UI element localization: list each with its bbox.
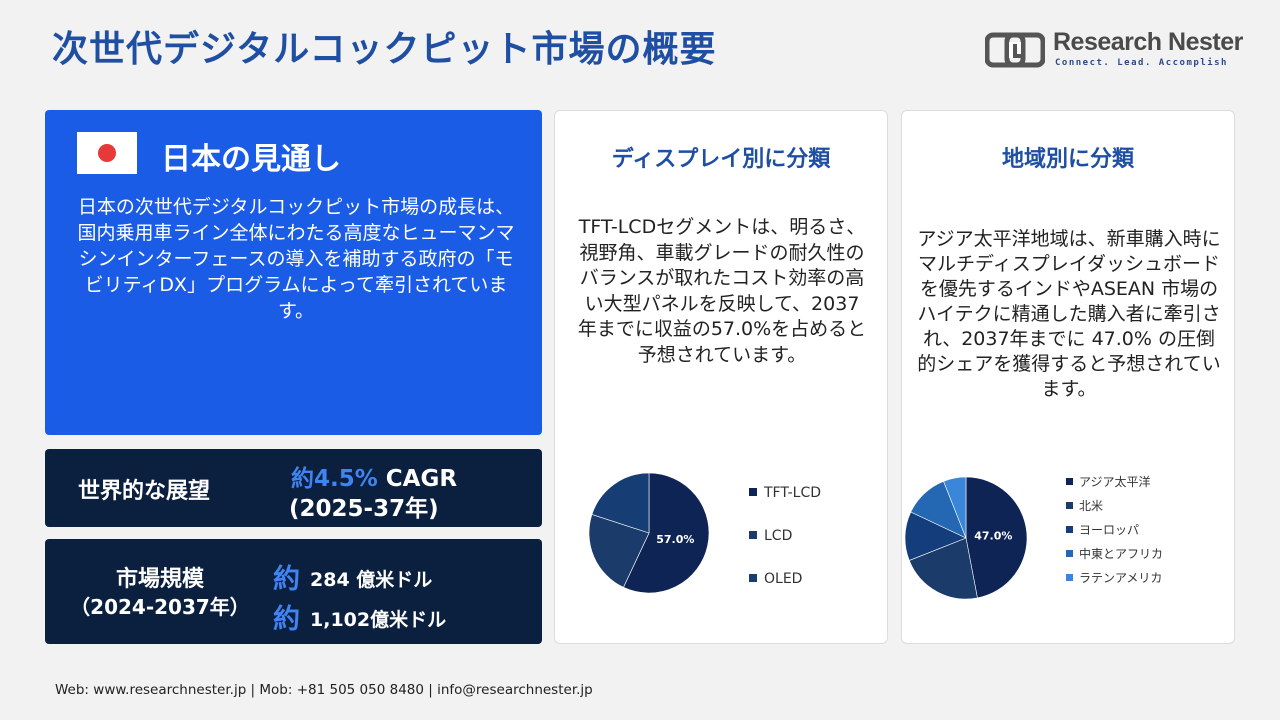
market-size-2037: 約 1,102億米ドル — [273, 597, 446, 636]
legend-label: 中東とアフリカ — [1079, 547, 1164, 561]
legend-swatch — [1066, 526, 1073, 533]
legend-swatch — [749, 531, 757, 539]
legend-item: 中東とアフリカ — [1066, 545, 1163, 562]
legend-swatch — [1066, 550, 1073, 557]
market-size-period: （2024-2037年） — [70, 595, 250, 619]
cagr-period: (2025-37年) — [289, 496, 439, 522]
logo-name: Research Nester — [1053, 28, 1243, 56]
cagr-rate: 4.5% — [314, 466, 378, 492]
legend-swatch — [1066, 502, 1073, 509]
footer-contact: Web: www.researchnester.jp | Mob: +81 50… — [55, 682, 593, 698]
logo-mark-icon — [985, 32, 1045, 68]
global-outlook-panel: 世界的な展望 約4.5% CAGR (2025-37年) — [45, 449, 542, 527]
pie-slice-1 — [589, 514, 650, 588]
japan-outlook-panel: 日本の見通し 日本の次世代デジタルコックピット市場の成長は、国内乗用車ライン全体… — [45, 110, 542, 435]
legend-swatch — [1066, 478, 1073, 485]
legend-item: ラテンアメリカ — [1066, 569, 1162, 586]
display-segment-heading: ディスプレイ別に分類 — [611, 147, 831, 172]
approx-prefix: 約 — [273, 604, 300, 635]
page-title: 次世代デジタルコックピット市場の概要 — [52, 29, 717, 70]
logo-tagline: Connect. Lead. Accomplish — [1055, 58, 1228, 68]
pie-slice-0 — [623, 473, 709, 593]
legend-swatch — [749, 488, 757, 496]
display-pie-chart: 57.0% — [589, 473, 709, 593]
market-size-label: 市場規模 — [115, 567, 204, 592]
region-pie-chart: 47.0% — [905, 477, 1027, 599]
legend-item: 北米 — [1066, 497, 1103, 514]
pie-slice-0 — [965, 477, 1027, 599]
market-size-panel: 市場規模 （2024-2037年） 約 284 億米ドル 約 1,102億米ドル — [45, 539, 542, 644]
legend-label: OLED — [764, 571, 803, 587]
pie-slice-4 — [943, 477, 967, 539]
region-segment-heading: 地域別に分類 — [1001, 147, 1134, 172]
legend-label: LCD — [764, 528, 793, 544]
market-size-2024-value: 284 億米ドル — [310, 569, 433, 591]
japan-flag-icon — [77, 132, 137, 174]
market-size-2024: 約 284 億米ドル — [273, 557, 432, 596]
pie-slice-1 — [908, 537, 978, 599]
legend-item: OLED — [749, 571, 802, 587]
region-segment-text: アジア太平洋地域は、新車購入時にマルチディスプレイダッシュボードを優先するインド… — [917, 228, 1221, 400]
legend-item: ヨーロッパ — [1066, 521, 1139, 538]
legend-label: アジア太平洋 — [1079, 475, 1151, 489]
legend-item: TFT-LCD — [749, 485, 821, 501]
legend-item: LCD — [749, 528, 792, 544]
legend-swatch — [1066, 574, 1073, 581]
japan-outlook-heading: 日本の見通し — [161, 142, 341, 177]
cagr-suffix: CAGR — [377, 466, 458, 492]
japan-outlook-text: 日本の次世代デジタルコックピット市場の成長は、国内乗用車ライン全体にわたる高度な… — [77, 196, 515, 322]
legend-label: TFT-LCD — [764, 485, 822, 501]
display-segment-text: TFT-LCDセグメントは、明るさ、視野角、車載グレードの耐久性のバランスが取れ… — [577, 216, 867, 366]
pie-data-label: 47.0% — [974, 529, 1012, 542]
research-nester-logo: Research Nester Connect. Lead. Accomplis… — [985, 28, 1243, 72]
legend-swatch — [749, 574, 757, 582]
market-size-2037-value: 1,102億米ドル — [310, 609, 447, 631]
approx-prefix: 約 — [273, 564, 300, 595]
legend-item: アジア太平洋 — [1066, 473, 1151, 490]
cagr-value: 約4.5% CAGR — [291, 459, 457, 493]
legend-label: ヨーロッパ — [1079, 523, 1140, 537]
pie-data-label: 57.0% — [656, 533, 694, 546]
cagr-prefix: 約 — [291, 466, 314, 492]
legend-label: 北米 — [1079, 499, 1104, 513]
global-outlook-label: 世界的な展望 — [78, 479, 211, 504]
legend-label: ラテンアメリカ — [1079, 571, 1163, 585]
display-segment-card: ディスプレイ別に分類 TFT-LCDセグメントは、明るさ、視野角、車載グレードの… — [554, 110, 888, 644]
pie-slice-2 — [591, 473, 650, 534]
region-segment-card: 地域別に分類 アジア太平洋地域は、新車購入時にマルチディスプレイダッシュボードを… — [901, 110, 1235, 644]
